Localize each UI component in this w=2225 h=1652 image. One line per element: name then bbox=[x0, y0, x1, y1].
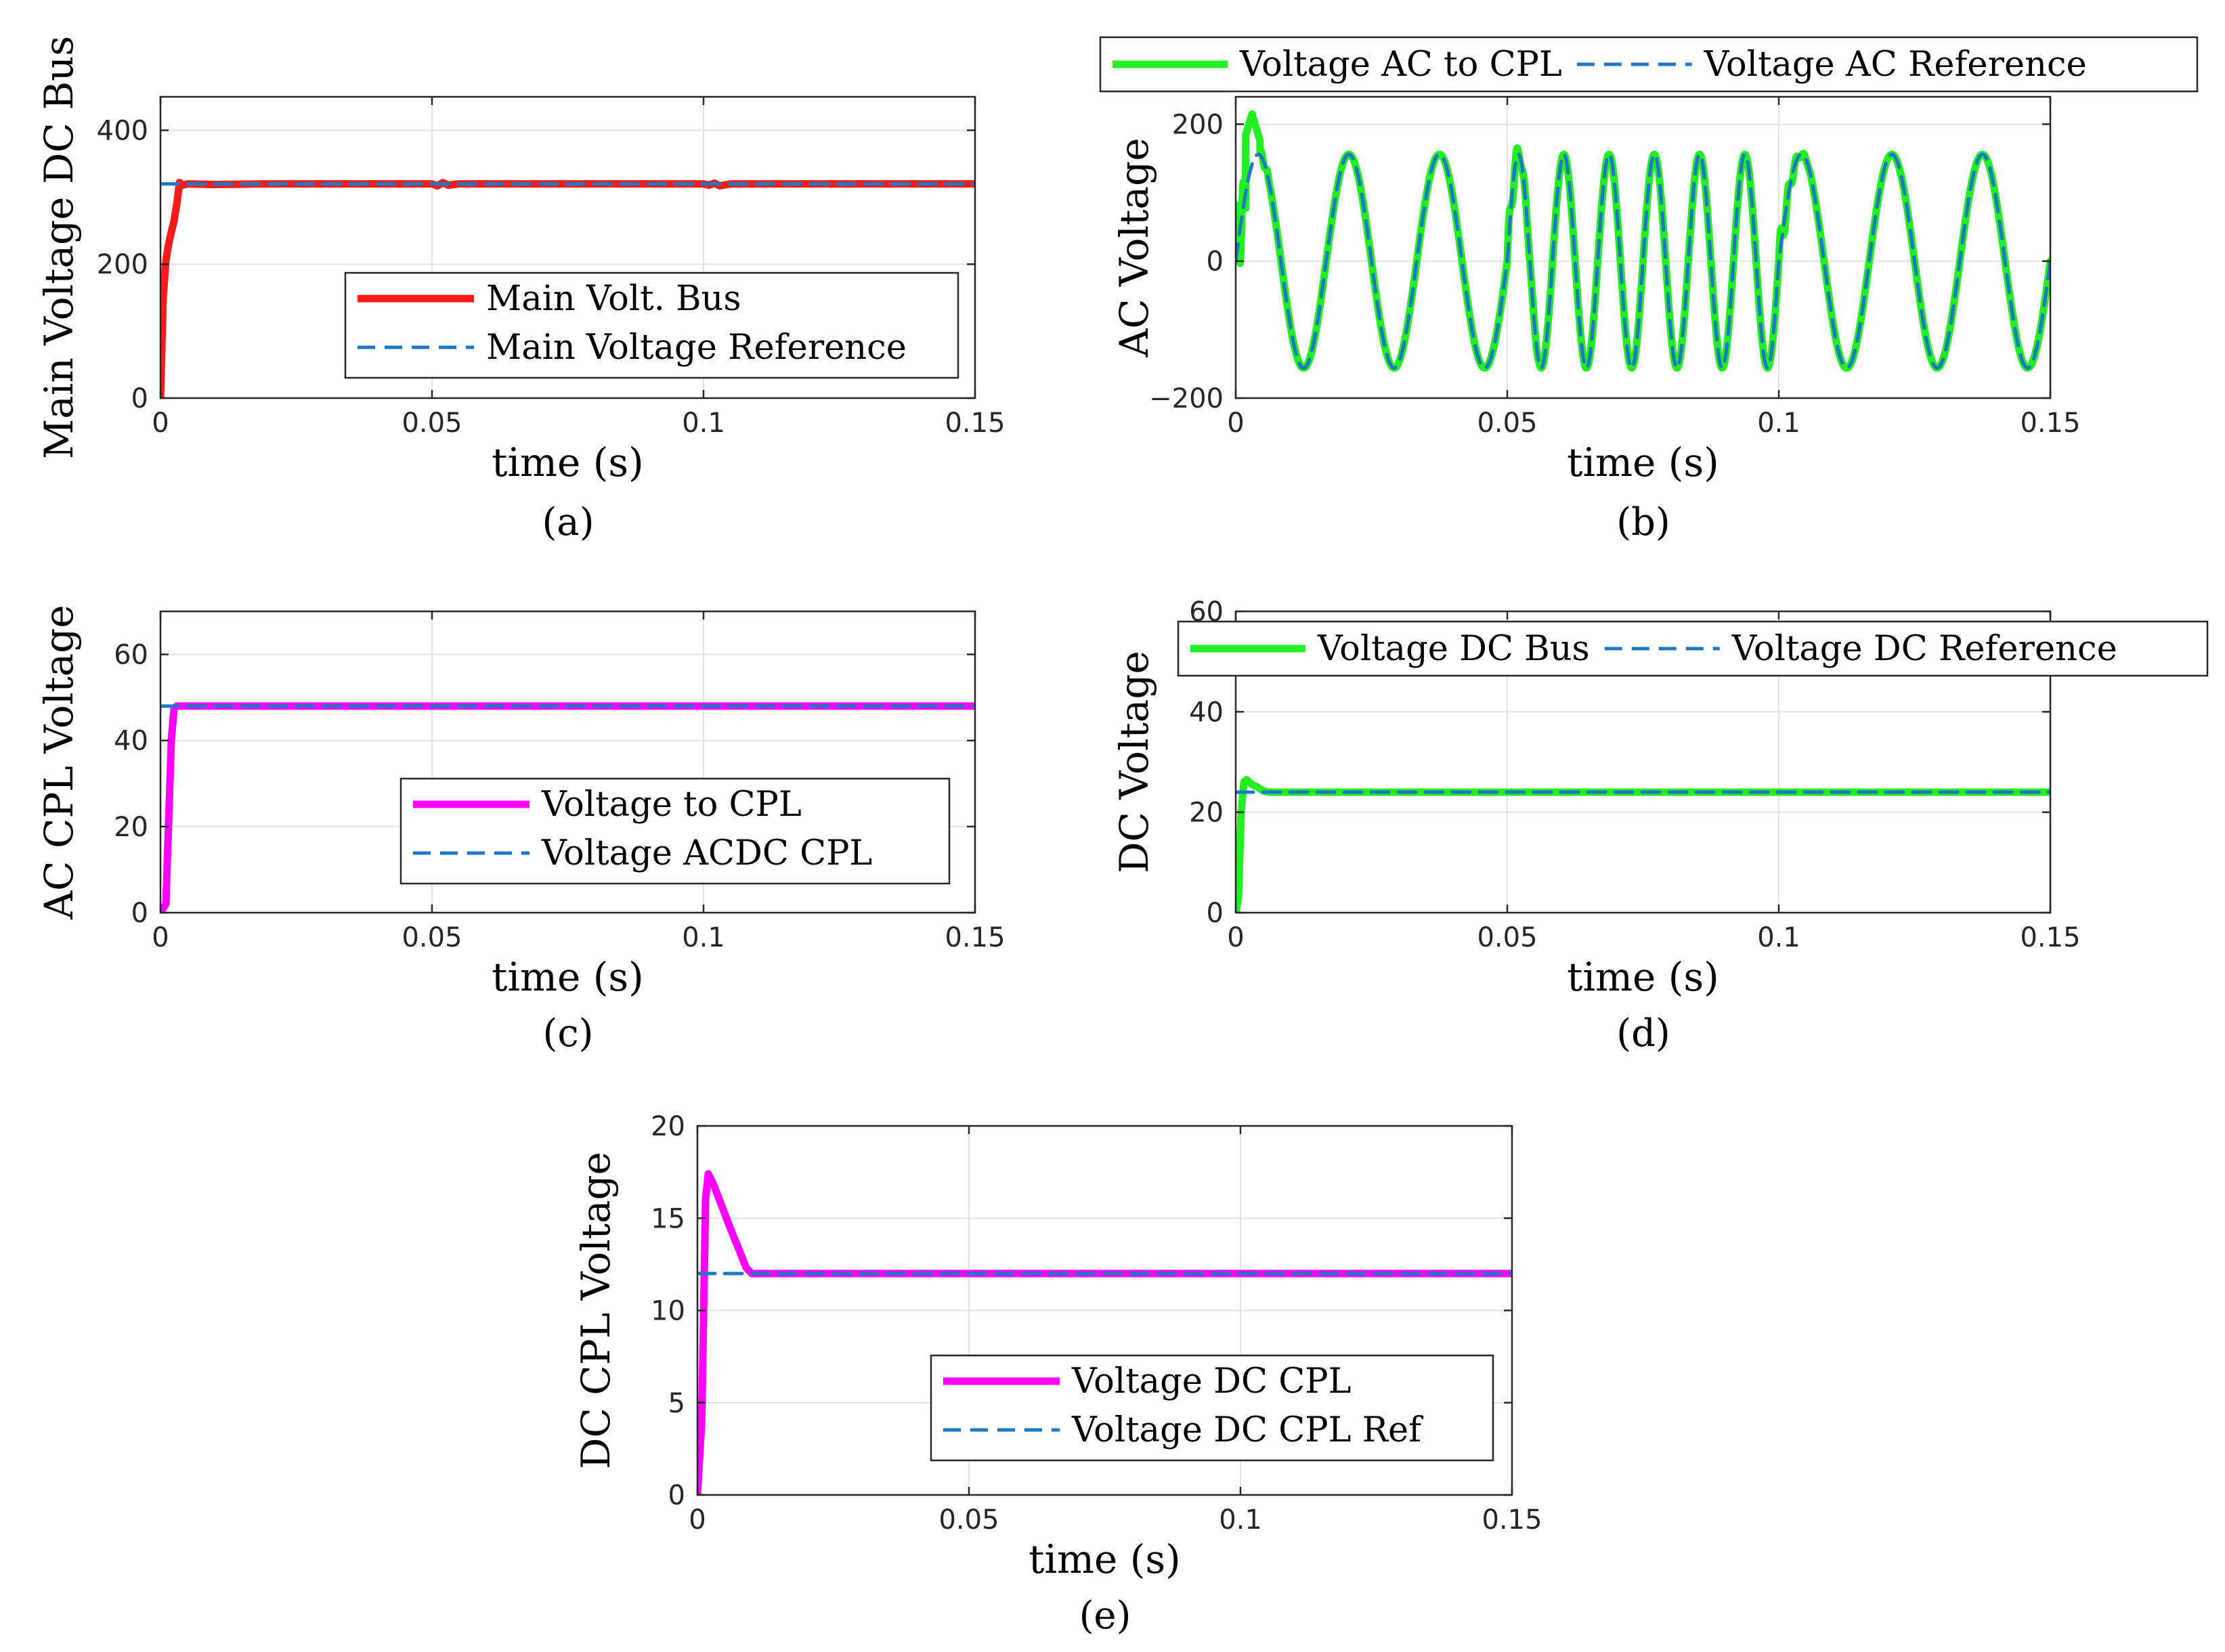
x-tick-label: 0 bbox=[152, 922, 169, 953]
x-tick-label: 0.15 bbox=[1482, 1504, 1542, 1536]
y-tick-label: 10 bbox=[651, 1296, 685, 1327]
x-axis-label: time (s) bbox=[492, 439, 644, 485]
x-tick-label: 0.15 bbox=[945, 408, 1005, 439]
x-tick-label: 0.05 bbox=[938, 1504, 999, 1536]
y-axis-label: DC CPL Voltage bbox=[573, 1152, 619, 1469]
y-axis-label: AC Voltage bbox=[1111, 137, 1157, 357]
y-axis-label: AC CPL Voltage bbox=[36, 605, 82, 919]
axes-box bbox=[1234, 610, 2052, 914]
series-line-reference bbox=[1236, 152, 2050, 370]
y-tick-label: 40 bbox=[114, 726, 148, 757]
chart-a: 0 0.05 0.1 0.15 0 200 400 time (s) Main Voltage … bbox=[36, 36, 1006, 544]
y-tick-label: 40 bbox=[1189, 697, 1224, 728]
legend-label: Voltage DC CPL Ref bbox=[1071, 1410, 1423, 1450]
plot-area bbox=[1236, 776, 2050, 913]
panel-label: (e) bbox=[1079, 1594, 1131, 1638]
legend-label: Voltage AC Reference bbox=[1704, 45, 2087, 85]
x-axis-label: time (s) bbox=[1029, 1536, 1181, 1582]
y-tick-label: 0 bbox=[1207, 898, 1224, 929]
plot-area bbox=[697, 1170, 1512, 1495]
series-line-signal bbox=[1236, 776, 2050, 913]
y-tick-label: 0 bbox=[131, 383, 148, 414]
x-axis-label: time (s) bbox=[492, 954, 644, 1000]
x-tick-label: 0.05 bbox=[1477, 922, 1537, 953]
y-tick-label: 400 bbox=[97, 115, 148, 146]
legend-label: Voltage DC CPL bbox=[1071, 1362, 1351, 1401]
y-tick-label: 20 bbox=[651, 1111, 685, 1142]
y-tick-label: 20 bbox=[1189, 798, 1224, 829]
legend-label: Voltage DC Reference bbox=[1731, 629, 2117, 669]
legend: Main Volt. Bus Main Voltage Reference bbox=[344, 271, 959, 379]
legend: Voltage to CPL Voltage ACDC CPL bbox=[399, 777, 951, 885]
x-axis-label: time (s) bbox=[1567, 954, 1719, 1000]
y-tick-label: 60 bbox=[114, 640, 148, 671]
panel-label: (d) bbox=[1616, 1012, 1670, 1056]
legend-box bbox=[344, 271, 959, 379]
x-tick-label: 0.15 bbox=[2020, 922, 2080, 953]
axes-box bbox=[159, 610, 976, 914]
panel-label: (b) bbox=[1616, 500, 1670, 544]
legend-label: Main Voltage Reference bbox=[486, 328, 907, 368]
plot-area bbox=[160, 179, 975, 398]
y-tick-label: 0 bbox=[131, 898, 148, 929]
x-tick-label: 0.1 bbox=[682, 922, 725, 953]
legend-label: Voltage ACDC CPL bbox=[541, 833, 872, 873]
y-axis-label: DC Voltage bbox=[1111, 651, 1157, 873]
legend-label: Voltage to CPL bbox=[541, 785, 802, 825]
legend-label: Voltage DC Bus bbox=[1317, 629, 1590, 669]
axes-box bbox=[1234, 95, 2052, 399]
chart-c: 0 0.05 0.1 0.15 0 20 40 60 time (s) AC CPL Voltag… bbox=[36, 605, 1006, 1056]
x-tick-label: 0 bbox=[152, 408, 169, 439]
y-tick-label: 200 bbox=[1172, 109, 1224, 140]
x-tick-label: 0 bbox=[689, 1504, 706, 1536]
legend-label: Voltage AC to CPL bbox=[1239, 45, 1562, 85]
legend-box bbox=[930, 1354, 1494, 1462]
x-tick-label: 0.15 bbox=[945, 922, 1005, 953]
legend-box bbox=[399, 777, 951, 885]
x-tick-label: 0.1 bbox=[1757, 408, 1800, 439]
y-axis-label: Main Voltage DC Bus bbox=[36, 36, 82, 459]
x-tick-label: 0 bbox=[1227, 922, 1244, 953]
legend-label: Main Volt. Bus bbox=[486, 279, 741, 319]
x-tick-label: 0.05 bbox=[402, 408, 462, 439]
x-axis-label: time (s) bbox=[1567, 439, 1719, 485]
x-tick-label: 0.05 bbox=[402, 922, 462, 953]
chart-e: 0 0.05 0.1 0.15 0 5 10 15 20 time (s) DC CPL Volta… bbox=[573, 1111, 1542, 1638]
plot-area bbox=[1236, 110, 2050, 372]
y-tick-label: 5 bbox=[668, 1388, 685, 1419]
y-tick-label: 0 bbox=[668, 1480, 685, 1511]
legend: Voltage DC CPL Voltage DC CPL Ref bbox=[930, 1354, 1494, 1462]
legend: Voltage DC Bus Voltage DC Reference bbox=[1177, 620, 2209, 677]
series-line-signal bbox=[697, 1170, 1512, 1495]
x-tick-label: 0.1 bbox=[1757, 922, 1800, 953]
panel-label: (c) bbox=[542, 1012, 593, 1056]
y-tick-label: 0 bbox=[1207, 246, 1224, 278]
legend: Voltage AC to CPL Voltage AC Reference bbox=[1099, 36, 2199, 93]
y-tick-label: 15 bbox=[651, 1203, 685, 1234]
legend-box bbox=[1099, 36, 2199, 93]
x-tick-label: 0.1 bbox=[1219, 1504, 1262, 1536]
y-tick-label: −200 bbox=[1149, 383, 1224, 414]
y-tick-label: 20 bbox=[114, 812, 148, 843]
plot-area bbox=[160, 702, 975, 913]
x-tick-label: 0 bbox=[1227, 408, 1244, 439]
panel-label: (a) bbox=[542, 500, 594, 544]
axes-box bbox=[159, 95, 976, 399]
x-tick-label: 0.05 bbox=[1477, 408, 1537, 439]
x-tick-label: 0.15 bbox=[2020, 408, 2080, 439]
y-tick-label: 200 bbox=[97, 249, 148, 280]
x-tick-label: 0.1 bbox=[682, 408, 725, 439]
